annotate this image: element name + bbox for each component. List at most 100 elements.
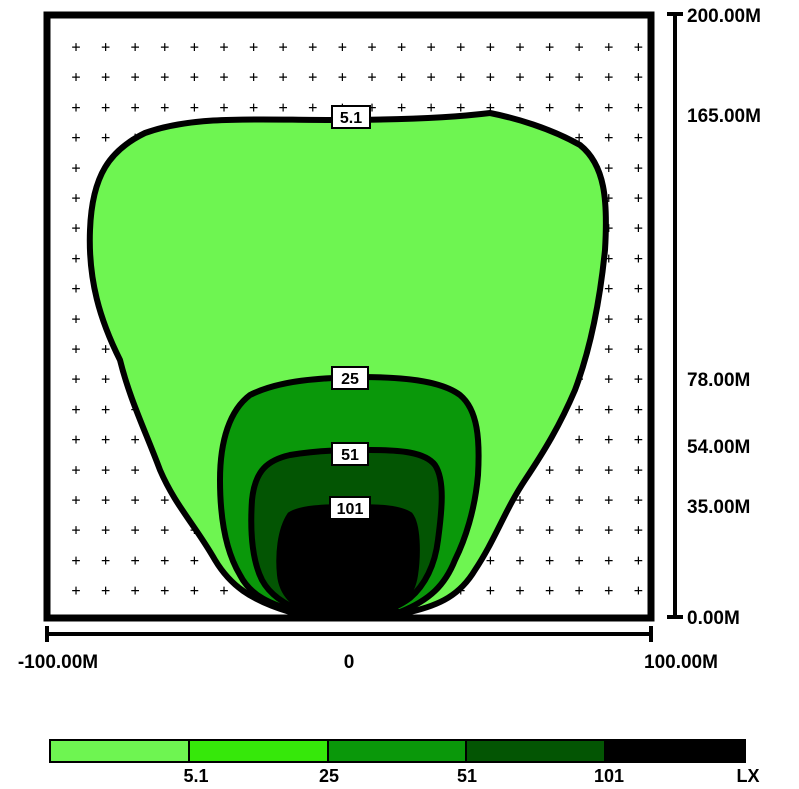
grid-plus-marker: +: [634, 370, 643, 388]
grid-plus-marker: +: [515, 68, 524, 86]
grid-plus-marker: +: [604, 551, 613, 569]
grid-plus-marker: +: [604, 461, 613, 479]
grid-plus-marker: +: [634, 189, 643, 207]
grid-plus-marker: +: [604, 582, 613, 600]
grid-plus-marker: +: [456, 68, 465, 86]
svg-text:51: 51: [341, 447, 359, 464]
x-label-100: 100.00M: [644, 652, 718, 673]
grid-plus-marker: +: [545, 68, 554, 86]
grid-plus-marker: +: [131, 68, 140, 86]
grid-plus-marker: +: [71, 129, 80, 147]
contour-label-51: 51: [331, 442, 369, 466]
grid-plus-marker: +: [515, 491, 524, 509]
grid-plus-marker: +: [190, 582, 199, 600]
grid-plus-marker: +: [308, 38, 317, 56]
y-label-200: 200.00M: [687, 6, 761, 27]
grid-plus-marker: +: [634, 98, 643, 116]
grid-plus-marker: +: [486, 68, 495, 86]
grid-plus-marker: +: [219, 582, 228, 600]
grid-plus-marker: +: [575, 38, 584, 56]
legend-swatch-5-1: [188, 739, 329, 763]
grid-plus-marker: +: [101, 340, 110, 358]
grid-plus-marker: +: [427, 38, 436, 56]
grid-plus-marker: +: [604, 68, 613, 86]
grid-plus-marker: +: [71, 159, 80, 177]
grid-plus-marker: +: [515, 582, 524, 600]
grid-plus-marker: +: [575, 400, 584, 418]
grid-plus-marker: +: [160, 551, 169, 569]
grid-plus-marker: +: [160, 582, 169, 600]
contour-101: [276, 504, 420, 615]
grid-plus-marker: +: [71, 38, 80, 56]
grid-plus-marker: +: [249, 68, 258, 86]
grid-plus-marker: +: [71, 582, 80, 600]
grid-plus-marker: +: [545, 582, 554, 600]
grid-plus-marker: +: [427, 98, 436, 116]
svg-text:101: 101: [337, 501, 364, 518]
grid-plus-marker: +: [604, 189, 613, 207]
grid-plus-marker: +: [71, 249, 80, 267]
y-label-78: 78.00M: [687, 370, 750, 391]
grid-plus-marker: +: [101, 431, 110, 449]
grid-plus-marker: +: [397, 38, 406, 56]
grid-plus-marker: +: [160, 68, 169, 86]
grid-plus-marker: +: [71, 400, 80, 418]
grid-plus-marker: +: [219, 98, 228, 116]
grid-plus-marker: +: [515, 521, 524, 539]
grid-plus-marker: +: [634, 159, 643, 177]
grid-plus-marker: +: [604, 400, 613, 418]
grid-plus-marker: +: [308, 68, 317, 86]
grid-plus-marker: +: [131, 431, 140, 449]
grid-plus-marker: +: [634, 310, 643, 328]
grid-plus-marker: +: [367, 38, 376, 56]
grid-plus-marker: +: [101, 551, 110, 569]
grid-plus-marker: +: [604, 249, 613, 267]
grid-plus-marker: +: [575, 431, 584, 449]
grid-plus-marker: +: [634, 68, 643, 86]
grid-plus-marker: +: [71, 280, 80, 298]
grid-plus-marker: +: [190, 551, 199, 569]
grid-plus-marker: +: [545, 521, 554, 539]
grid-plus-marker: +: [575, 68, 584, 86]
grid-plus-marker: +: [604, 38, 613, 56]
grid-plus-marker: +: [101, 98, 110, 116]
contour-label-25: 25: [331, 366, 369, 390]
grid-plus-marker: +: [575, 491, 584, 509]
grid-plus-marker: +: [71, 491, 80, 509]
x-axis: [45, 626, 653, 642]
grid-plus-marker: +: [101, 68, 110, 86]
grid-plus-marker: +: [486, 551, 495, 569]
grid-plus-marker: +: [634, 249, 643, 267]
grid-plus-marker: +: [634, 491, 643, 509]
grid-plus-marker: +: [604, 280, 613, 298]
grid-plus-marker: +: [71, 68, 80, 86]
grid-plus-marker: +: [71, 551, 80, 569]
svg-text:5.1: 5.1: [340, 110, 362, 127]
grid-plus-marker: +: [604, 340, 613, 358]
grid-plus-marker: +: [397, 68, 406, 86]
grid-plus-marker: +: [160, 491, 169, 509]
legend-label-101: 101: [594, 766, 624, 786]
grid-plus-marker: +: [338, 68, 347, 86]
grid-plus-marker: +: [634, 219, 643, 237]
grid-plus-marker: +: [604, 491, 613, 509]
grid-plus-marker: +: [249, 98, 258, 116]
grid-plus-marker: +: [634, 129, 643, 147]
grid-plus-marker: +: [71, 189, 80, 207]
grid-plus-marker: +: [160, 521, 169, 539]
grid-plus-marker: +: [71, 340, 80, 358]
grid-plus-marker: +: [131, 582, 140, 600]
grid-plus-marker: +: [486, 38, 495, 56]
grid-plus-marker: +: [101, 370, 110, 388]
grid-plus-marker: +: [456, 98, 465, 116]
legend-label-5-1: 5.1: [183, 766, 208, 786]
grid-plus-marker: +: [219, 68, 228, 86]
grid-plus-marker: +: [427, 68, 436, 86]
grid-plus-marker: +: [101, 521, 110, 539]
grid-plus-marker: +: [367, 98, 376, 116]
grid-plus-marker: +: [71, 431, 80, 449]
legend-swatch-below-5-1: [49, 739, 190, 763]
grid-plus-marker: +: [71, 310, 80, 328]
grid-plus-marker: +: [604, 310, 613, 328]
